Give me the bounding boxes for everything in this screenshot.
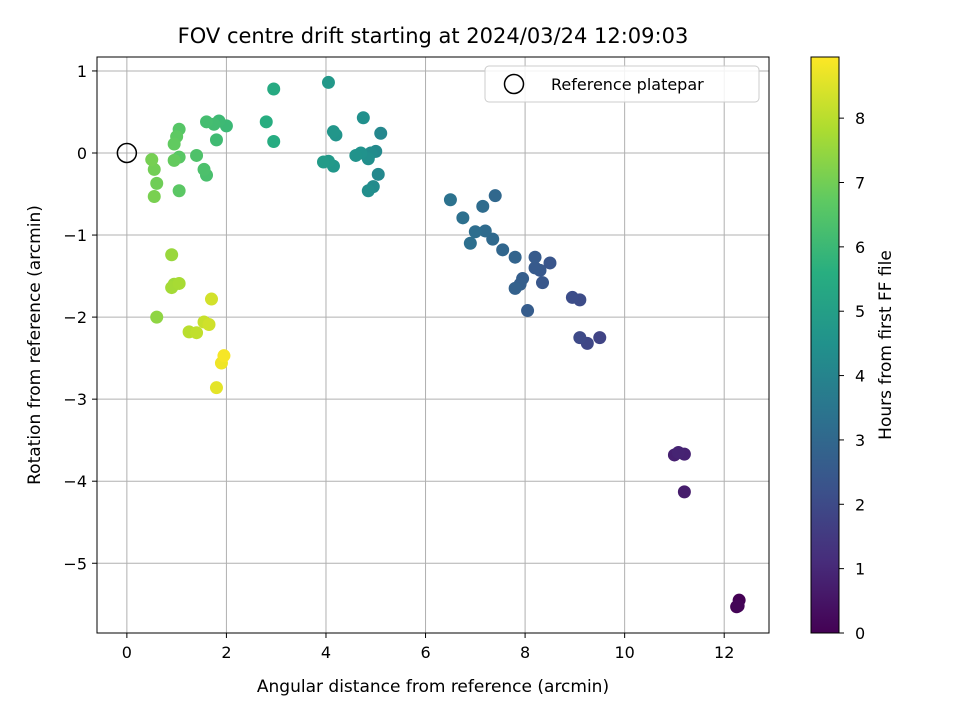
data-point [488, 189, 502, 203]
data-point [496, 243, 510, 257]
data-point [267, 135, 281, 149]
colorbar-tick-label: 1 [855, 560, 865, 579]
legend-box [484, 65, 760, 103]
plot-frame [96, 56, 770, 634]
data-point [200, 115, 214, 129]
data-point [536, 276, 550, 290]
reference-platepar-marker [116, 142, 138, 164]
data-point [508, 281, 522, 295]
data-point [326, 125, 340, 139]
data-point [147, 162, 161, 176]
data-point [209, 381, 223, 395]
data-point [321, 75, 335, 89]
grid-lines [97, 57, 769, 633]
data-point [456, 211, 470, 225]
colorbar-label: Hours from first FF file [876, 250, 896, 440]
colorbar-tick-label: 8 [855, 109, 865, 128]
colorbar-tick-label: 6 [855, 238, 865, 257]
x-tick-label: 8 [520, 643, 530, 662]
data-point [486, 232, 500, 246]
data-point [167, 137, 181, 151]
data-point [190, 148, 204, 162]
data-point [528, 261, 542, 275]
data-point [150, 310, 164, 324]
data-point [573, 331, 587, 345]
y-tick-label: 0 [77, 144, 87, 163]
data-point [361, 184, 375, 198]
x-tick-label: 0 [122, 643, 132, 662]
data-point [443, 193, 457, 207]
legend: Reference platepar [484, 65, 760, 103]
data-point [217, 349, 231, 363]
data-point [478, 224, 492, 238]
data-point [167, 153, 181, 167]
data-point [371, 167, 385, 181]
data-point [202, 317, 216, 331]
colorbar-tick-label: 3 [855, 431, 865, 450]
y-axis-label: Rotation from reference (arcmin) [25, 205, 45, 485]
chart-title: FOV centre drift starting at 2024/03/24 … [178, 24, 689, 48]
legend-marker-reference [503, 73, 525, 95]
data-point [677, 485, 691, 499]
data-point [463, 236, 477, 250]
x-tick-label: 12 [714, 643, 734, 662]
data-point [172, 276, 186, 290]
y-tick-label: −4 [63, 472, 87, 491]
data-point [374, 126, 388, 140]
x-tick-label: 2 [221, 643, 231, 662]
data-point [356, 111, 370, 125]
data-point [731, 599, 745, 613]
colorbar-tick-label: 7 [855, 173, 865, 192]
data-point [190, 326, 204, 340]
data-point [593, 331, 607, 345]
data-point [671, 445, 685, 459]
data-point [259, 115, 273, 129]
data-points [116, 75, 746, 614]
y-tick-label: 1 [77, 62, 87, 81]
data-point [476, 199, 490, 213]
x-tick-label: 4 [321, 643, 331, 662]
data-point [172, 184, 186, 198]
y-tick-label: −2 [63, 308, 87, 327]
data-point [165, 248, 179, 262]
colorbar-tick-label: 4 [855, 367, 865, 386]
x-tick-label: 6 [420, 643, 430, 662]
data-point [145, 153, 159, 167]
data-point [508, 250, 522, 264]
y-tick-label: −5 [63, 554, 87, 573]
data-point [150, 176, 164, 190]
colorbar-tick-label: 0 [855, 624, 865, 643]
colorbar-ticks: 0 1 2 3 4 5 6 7 8 [839, 109, 865, 643]
x-tick-label: 10 [614, 643, 634, 662]
data-point [209, 133, 223, 147]
data-point [197, 162, 211, 176]
data-point [147, 189, 161, 203]
x-axis-label: Angular distance from reference (arcmin) [257, 677, 609, 697]
legend-label-reference: Reference platepar [551, 75, 704, 94]
colorbar-tick-label: 5 [855, 302, 865, 321]
data-point [267, 82, 281, 96]
colorbar [810, 56, 840, 634]
data-point [349, 148, 363, 162]
y-tick-label: −1 [63, 226, 87, 245]
y-tick-label: −3 [63, 390, 87, 409]
data-point [468, 225, 482, 239]
data-point [565, 290, 579, 304]
data-point [528, 250, 542, 264]
data-point [316, 155, 330, 169]
data-point [204, 292, 218, 306]
data-point [543, 256, 557, 270]
colorbar-tick-label: 2 [855, 495, 865, 514]
data-point [521, 304, 535, 318]
